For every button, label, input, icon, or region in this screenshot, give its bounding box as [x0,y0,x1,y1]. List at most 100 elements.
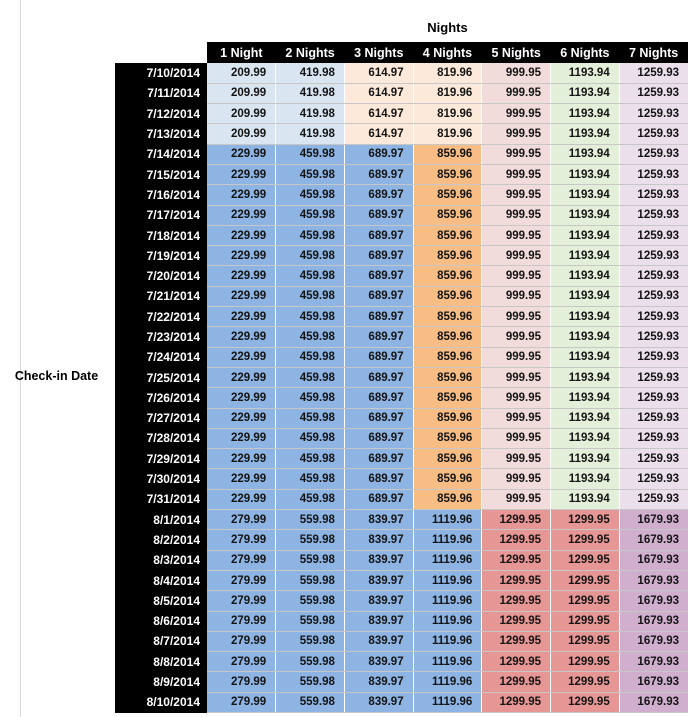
column-header: 4 Nights [413,42,482,63]
price-cell: 859.96 [413,164,483,186]
price-cell: 229.99 [207,367,277,389]
price-cell: 229.99 [207,428,277,450]
price-cell: 689.97 [344,205,414,226]
price-cell: 859.96 [413,286,483,308]
table-row: 7/19/2014 229.99 459.98 689.97 859.96 999.95 1… [115,245,688,267]
row-header-date: 7/27/2014 [115,408,207,429]
price-cell: 1259.93 [619,265,688,287]
price-cell: 1193.94 [550,448,620,470]
table-row: 7/13/2014 209.99 419.98 614.97 819.96 999.95 1… [115,123,688,145]
price-cell: 279.99 [207,590,277,612]
price-cell: 999.95 [481,367,552,389]
price-cell: 999.95 [481,489,552,511]
price-cell: 1299.95 [481,509,552,531]
price-cell: 999.95 [481,144,552,165]
price-cell: 839.97 [344,550,414,571]
row-header-date: 8/3/2014 [115,550,207,571]
table-row: 7/11/2014 209.99 419.98 614.97 819.96 999.95 1… [115,83,688,105]
price-cell: 1193.94 [550,225,620,247]
row-header-date: 7/30/2014 [115,468,207,490]
price-cell: 1193.94 [550,286,620,308]
price-cell: 859.96 [413,448,483,470]
price-cell: 689.97 [344,245,414,267]
price-cell: 229.99 [207,306,277,328]
table-row: 7/26/2014 229.99 459.98 689.97 859.96 999.95 1… [115,387,688,409]
price-cell: 614.97 [344,103,414,125]
table-row: 7/30/2014 229.99 459.98 689.97 859.96 999.95 1… [115,468,688,490]
price-cell: 999.95 [481,245,552,267]
price-cell: 1193.94 [550,367,620,389]
price-cell: 1299.95 [481,651,552,673]
row-header-date: 7/28/2014 [115,428,207,449]
table-row: 8/8/2014 279.99 559.98 839.97 1119.96 1299.95… [115,651,688,673]
price-cell: 229.99 [207,225,277,247]
price-cell: 1259.93 [619,408,688,429]
row-header-date: 7/17/2014 [115,205,207,226]
price-cell: 1119.96 [413,590,483,612]
price-cell: 559.98 [275,509,345,531]
price-cell: 859.96 [413,225,483,247]
price-table: 1 Night 2 Nights 3 Nights 4 Nights 5 Nights 6… [115,42,688,714]
price-cell: 459.98 [275,245,345,267]
price-cell: 859.96 [413,326,483,348]
row-header-date: 7/22/2014 [115,306,207,327]
price-cell: 1299.95 [481,692,552,714]
price-cell: 559.98 [275,631,345,653]
price-cell: 229.99 [207,448,277,470]
price-cell: 819.96 [413,123,483,145]
price-cell: 1259.93 [619,184,688,206]
price-cell: 689.97 [344,468,414,490]
price-cell: 1193.94 [550,245,620,267]
price-cell: 859.96 [413,144,483,165]
price-cell: 229.99 [207,468,277,490]
price-cell: 229.99 [207,286,277,308]
price-cell: 229.99 [207,347,277,368]
price-cell: 459.98 [275,306,345,328]
row-header-date: 8/9/2014 [115,671,207,693]
row-axis-label: Check-in Date [14,369,99,383]
price-cell: 689.97 [344,448,414,470]
price-cell: 1299.95 [481,570,552,592]
table-row: 8/1/2014 279.99 559.98 839.97 1119.96 1299.95… [115,509,688,531]
table-row: 7/22/2014 229.99 459.98 689.97 859.96 999.95 1… [115,306,688,328]
price-cell: 459.98 [275,408,345,429]
price-cell: 209.99 [207,83,277,105]
price-cell: 689.97 [344,408,414,429]
price-cell: 1259.93 [619,347,688,368]
price-cell: 1259.93 [619,489,688,511]
price-cell: 279.99 [207,529,277,551]
price-cell: 1259.93 [619,428,688,450]
price-cell: 819.96 [413,83,483,105]
row-header-date: 7/13/2014 [115,123,207,145]
price-cell: 1193.94 [550,265,620,287]
price-cell: 1299.95 [550,611,620,632]
price-cell: 1259.93 [619,245,688,267]
price-cell: 1299.95 [481,550,552,571]
price-cell: 209.99 [207,123,277,145]
table-row: 7/18/2014 229.99 459.98 689.97 859.96 999.95 1… [115,225,688,247]
price-cell: 614.97 [344,83,414,105]
table-row: 7/15/2014 229.99 459.98 689.97 859.96 999.95 1… [115,164,688,186]
price-cell: 459.98 [275,164,345,186]
price-cell: 1259.93 [619,123,688,145]
price-cell: 819.96 [413,103,483,125]
price-cell: 279.99 [207,550,277,571]
table-row: 7/23/2014 229.99 459.98 689.97 859.96 999.95 1… [115,326,688,348]
row-header-date: 7/23/2014 [115,326,207,348]
corner-spacer [115,42,207,63]
row-header-date: 7/25/2014 [115,367,207,388]
price-cell: 1299.95 [550,529,620,551]
price-cell: 1193.94 [550,306,620,328]
price-cell: 1299.95 [550,631,620,653]
price-cell: 1193.94 [550,103,620,125]
price-cell: 1259.93 [619,326,688,348]
table-row: 7/28/2014 229.99 459.98 689.97 859.96 999.95 1… [115,428,688,450]
price-cell: 614.97 [344,63,414,84]
price-cell: 689.97 [344,286,414,308]
price-cell: 279.99 [207,651,277,673]
price-cell: 1193.94 [550,347,620,368]
price-cell: 459.98 [275,184,345,206]
price-cell: 279.99 [207,570,277,592]
row-header-date: 7/21/2014 [115,286,207,307]
